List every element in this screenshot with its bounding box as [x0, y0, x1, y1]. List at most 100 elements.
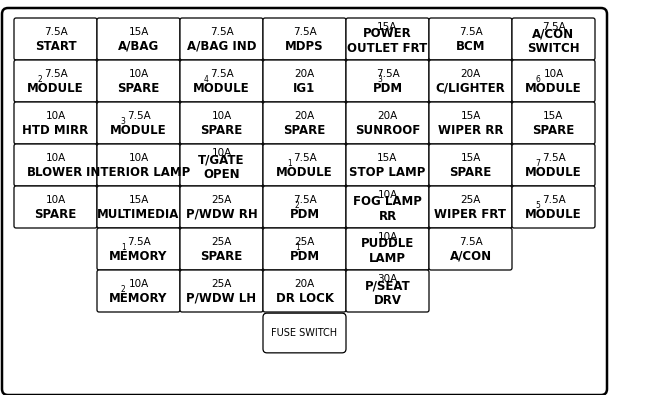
FancyBboxPatch shape	[346, 102, 429, 144]
FancyBboxPatch shape	[346, 186, 429, 228]
Text: SPARE: SPARE	[35, 208, 77, 221]
Text: SPARE: SPARE	[449, 166, 492, 179]
Text: 7.5A: 7.5A	[126, 111, 151, 121]
FancyBboxPatch shape	[2, 8, 607, 395]
Text: HTD MIRR: HTD MIRR	[22, 124, 89, 137]
Text: 7.5A: 7.5A	[126, 237, 151, 247]
Text: SPARE: SPARE	[200, 124, 243, 137]
Text: 7: 7	[536, 159, 541, 168]
FancyBboxPatch shape	[429, 228, 512, 270]
Text: FUSE SWITCH: FUSE SWITCH	[271, 328, 338, 338]
FancyBboxPatch shape	[180, 270, 263, 312]
Text: 20A: 20A	[294, 279, 315, 289]
FancyBboxPatch shape	[346, 60, 429, 102]
FancyBboxPatch shape	[346, 228, 429, 270]
Text: 10A: 10A	[378, 232, 398, 242]
Text: 7.5A: 7.5A	[44, 69, 67, 79]
Text: 7.5A: 7.5A	[542, 22, 565, 32]
Text: PDM: PDM	[289, 250, 319, 263]
FancyBboxPatch shape	[180, 186, 263, 228]
FancyBboxPatch shape	[97, 144, 180, 186]
FancyBboxPatch shape	[180, 228, 263, 270]
Text: PUDDLE
LAMP: PUDDLE LAMP	[361, 237, 414, 265]
Text: BCM: BCM	[456, 40, 485, 53]
Text: STOP LAMP: STOP LAMP	[349, 166, 426, 179]
Text: INTERIOR LAMP: INTERIOR LAMP	[86, 166, 190, 179]
Text: 25A: 25A	[211, 237, 231, 247]
FancyBboxPatch shape	[512, 144, 595, 186]
FancyBboxPatch shape	[97, 102, 180, 144]
FancyBboxPatch shape	[14, 102, 97, 144]
Text: MDPS: MDPS	[285, 40, 324, 53]
Text: A/BAG IND: A/BAG IND	[186, 40, 256, 53]
FancyBboxPatch shape	[14, 60, 97, 102]
Text: 2: 2	[38, 75, 42, 84]
FancyBboxPatch shape	[512, 102, 595, 144]
Text: MODULE: MODULE	[193, 82, 250, 95]
FancyBboxPatch shape	[180, 18, 263, 60]
Text: 1: 1	[287, 159, 291, 168]
Text: 15A: 15A	[128, 27, 149, 37]
Text: 10A: 10A	[46, 195, 66, 205]
Text: 10A: 10A	[378, 190, 398, 200]
Text: 7.5A: 7.5A	[542, 153, 565, 163]
FancyBboxPatch shape	[14, 18, 97, 60]
Text: POWER
OUTLET FRT: POWER OUTLET FRT	[348, 27, 428, 55]
Text: 20A: 20A	[460, 69, 481, 79]
Text: P/SEAT
DRV: P/SEAT DRV	[364, 279, 410, 307]
Text: WIPER RR: WIPER RR	[437, 124, 503, 137]
Text: 2: 2	[295, 201, 300, 210]
FancyBboxPatch shape	[512, 18, 595, 60]
Text: IG1: IG1	[293, 82, 316, 95]
Text: SPARE: SPARE	[200, 250, 243, 263]
FancyBboxPatch shape	[429, 102, 512, 144]
Text: 10A: 10A	[46, 111, 66, 121]
Text: 25A: 25A	[211, 279, 231, 289]
FancyBboxPatch shape	[180, 102, 263, 144]
FancyBboxPatch shape	[429, 60, 512, 102]
Text: FOG LAMP
RR: FOG LAMP RR	[353, 195, 422, 223]
Text: 10A: 10A	[128, 279, 149, 289]
FancyBboxPatch shape	[429, 186, 512, 228]
Text: 15A: 15A	[378, 22, 398, 32]
Text: 25A: 25A	[294, 237, 315, 247]
Text: 10A: 10A	[128, 153, 149, 163]
FancyBboxPatch shape	[346, 18, 429, 60]
Text: 20A: 20A	[294, 111, 315, 121]
Text: 15A: 15A	[128, 195, 149, 205]
Text: 15A: 15A	[460, 153, 481, 163]
Text: 3: 3	[378, 75, 383, 84]
FancyBboxPatch shape	[263, 228, 346, 270]
Text: MODULE: MODULE	[526, 82, 582, 95]
Text: 15A: 15A	[378, 153, 398, 163]
Text: 7.5A: 7.5A	[293, 27, 316, 37]
Text: MODULE: MODULE	[526, 208, 582, 221]
Text: 1: 1	[295, 243, 300, 252]
FancyBboxPatch shape	[97, 270, 180, 312]
FancyBboxPatch shape	[263, 186, 346, 228]
Text: 4: 4	[203, 75, 209, 84]
Text: 10A: 10A	[211, 111, 231, 121]
Text: P/WDW RH: P/WDW RH	[186, 208, 258, 221]
Text: BLOWER: BLOWER	[27, 166, 83, 179]
Text: 10A: 10A	[543, 69, 563, 79]
Text: 7.5A: 7.5A	[376, 69, 400, 79]
Text: A/CON
SWITCH: A/CON SWITCH	[527, 27, 580, 55]
FancyBboxPatch shape	[429, 144, 512, 186]
Text: MULTIMEDIA: MULTIMEDIA	[97, 208, 180, 221]
FancyBboxPatch shape	[97, 186, 180, 228]
Text: 3: 3	[121, 117, 126, 126]
Text: DR LOCK: DR LOCK	[276, 292, 334, 305]
FancyBboxPatch shape	[263, 144, 346, 186]
Text: START: START	[35, 40, 76, 53]
FancyBboxPatch shape	[97, 228, 180, 270]
FancyBboxPatch shape	[346, 270, 429, 312]
Text: 15A: 15A	[543, 111, 564, 121]
FancyBboxPatch shape	[14, 144, 97, 186]
FancyBboxPatch shape	[512, 186, 595, 228]
Text: 7.5A: 7.5A	[44, 27, 67, 37]
FancyBboxPatch shape	[512, 60, 595, 102]
FancyBboxPatch shape	[263, 18, 346, 60]
Text: A/BAG: A/BAG	[118, 40, 159, 53]
Text: MODULE: MODULE	[526, 166, 582, 179]
